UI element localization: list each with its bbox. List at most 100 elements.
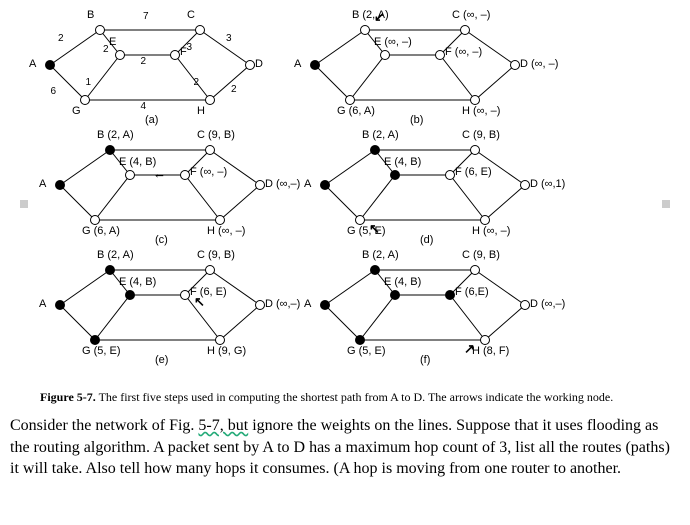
node-A [310, 60, 320, 70]
node-label-H: H (9, G) [207, 345, 246, 357]
node-label-A: A [304, 298, 311, 310]
node-label-D: D (∞,–) [265, 298, 300, 310]
node-label-B: B (2, A) [362, 129, 399, 141]
node-A [320, 300, 330, 310]
node-B [370, 265, 380, 275]
node-B [370, 145, 380, 155]
node-label-E: E (∞, –) [374, 36, 412, 48]
node-label-G: G (5, E) [347, 345, 386, 357]
node-E [390, 170, 400, 180]
node-E [390, 290, 400, 300]
node-label-D: D (∞, –) [520, 58, 558, 70]
figure-area: ABCDEFGH27362231422(a)AB (2, A)↙C (∞, –)… [10, 10, 680, 380]
node-label-E: E [109, 36, 116, 48]
node-label-E: E (4, B) [384, 276, 421, 288]
node-F [445, 290, 455, 300]
panel-label: (f) [420, 354, 430, 366]
weight-HD: 2 [231, 84, 237, 95]
weight-CD: 3 [226, 33, 232, 44]
figure-caption: Figure 5-7. The first five steps used in… [40, 390, 650, 405]
node-label-H: H (∞, –) [462, 105, 500, 117]
weight-BC: 7 [143, 11, 149, 22]
node-D [255, 180, 265, 190]
node-F [180, 290, 190, 300]
node-label-B: B (2, A) [97, 129, 134, 141]
node-E [115, 50, 125, 60]
node-F [445, 170, 455, 180]
node-label-H: H (∞, –) [472, 225, 510, 237]
node-B [105, 145, 115, 155]
node-label-G: G (6, A) [82, 225, 120, 237]
fig-ref: 5-7, but [198, 417, 248, 434]
node-F [170, 50, 180, 60]
node-label-C: C (9, B) [462, 129, 500, 141]
node-label-A: A [304, 178, 311, 190]
caption-label: Figure 5-7. [40, 390, 96, 404]
weight-BE: 2 [103, 44, 109, 55]
node-C [460, 25, 470, 35]
node-label-G: G (5, E) [82, 345, 121, 357]
node-label-F: F (∞, –) [445, 46, 482, 58]
weight-FH: 2 [194, 77, 200, 88]
panel-a: ABCDEFGH27362231422(a) [35, 10, 285, 120]
node-E [125, 290, 135, 300]
node-C [195, 25, 205, 35]
working-arrow: ↙ [374, 9, 385, 25]
node-label-H: H [197, 105, 205, 117]
weight-AG: 6 [51, 86, 57, 97]
node-label-G: G (6, A) [337, 105, 375, 117]
panel-e: AB (2, A)C (9, B)D (∞,–)E (4, B)F (6, E)… [45, 250, 295, 360]
node-D [245, 60, 255, 70]
node-label-D: D (∞,–) [530, 298, 565, 310]
node-label-E: E (4, B) [384, 156, 421, 168]
node-label-C: C (9, B) [197, 129, 235, 141]
node-label-E: E (4, B) [119, 156, 156, 168]
marker-right [662, 200, 670, 208]
node-label-A: A [29, 58, 36, 70]
panel-c: AB (2, A)C (9, B)D (∞,–)E (4, B)←F (∞, –… [45, 130, 295, 240]
panel-f: AB (2, A)C (9, B)D (∞,–)E (4, B)F (6,E)G… [310, 250, 560, 360]
node-H [215, 215, 225, 225]
node-F [180, 170, 190, 180]
node-label-A: A [39, 178, 46, 190]
node-label-H: H (8, F) [472, 345, 509, 357]
node-H [480, 335, 490, 345]
node-B [95, 25, 105, 35]
node-D [510, 60, 520, 70]
node-C [470, 265, 480, 275]
node-label-E: E (4, B) [119, 276, 156, 288]
working-arrow: ↖ [194, 294, 205, 310]
node-D [520, 300, 530, 310]
weight-EF: 2 [141, 56, 147, 67]
node-D [255, 300, 265, 310]
node-label-B: B [87, 9, 94, 21]
working-arrow: ↗ [464, 341, 475, 357]
node-label-C: C [187, 9, 195, 21]
weight-AB: 2 [58, 33, 64, 44]
node-F [435, 50, 445, 60]
node-G [90, 335, 100, 345]
panel-label: (c) [155, 234, 168, 246]
caption-text: The first five steps used in computing t… [96, 390, 613, 404]
panel-b: AB (2, A)↙C (∞, –)D (∞, –)E (∞, –)F (∞, … [300, 10, 550, 120]
node-B [360, 25, 370, 35]
node-H [215, 335, 225, 345]
node-label-D: D (∞,–) [265, 178, 300, 190]
node-label-D: D [255, 58, 263, 70]
node-A [55, 300, 65, 310]
working-arrow: ↖ [369, 221, 380, 237]
weight-GH: 4 [141, 101, 147, 112]
node-G [80, 95, 90, 105]
node-C [205, 145, 215, 155]
node-label-B: B (2, A) [362, 249, 399, 261]
node-G [355, 335, 365, 345]
node-A [320, 180, 330, 190]
node-B [105, 265, 115, 275]
node-H [470, 95, 480, 105]
node-A [55, 180, 65, 190]
panel-label: (d) [420, 234, 433, 246]
node-D [520, 180, 530, 190]
node-G [355, 215, 365, 225]
node-label-G: G [72, 105, 81, 117]
node-G [90, 215, 100, 225]
